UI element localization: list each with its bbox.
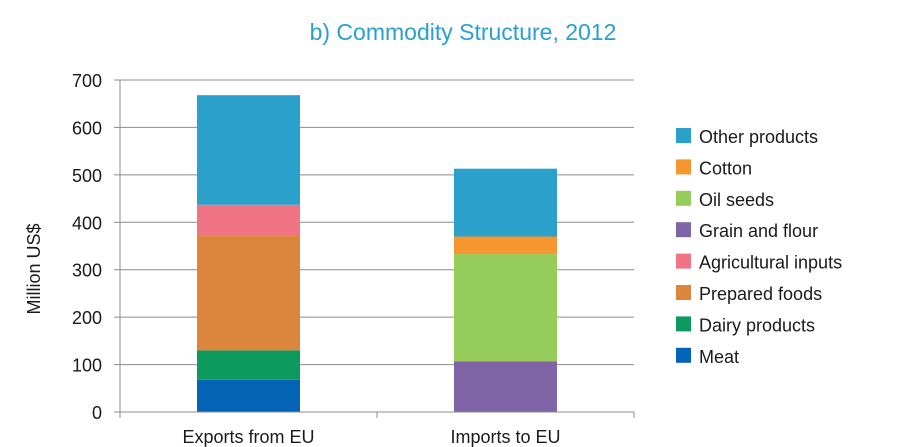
legend: Other products Cotton Oil seeds Grain and f… [676,127,842,367]
legend-label: Dairy products [699,315,815,335]
x-tick-label: Exports from EU [182,427,314,447]
legend-swatch [676,128,691,143]
bars [197,95,557,412]
y-tick-label: 200 [72,308,102,328]
y-tick-label: 300 [72,261,102,281]
chart-title: b) Commodity Structure, 2012 [310,19,617,45]
legend-swatch [676,222,691,238]
legend-swatch [676,159,691,175]
y-tick-label: 0 [92,403,102,423]
y-tick-label: 400 [72,213,102,233]
bar-segment-agricultural-inputs [197,204,300,236]
legend-swatch [676,285,691,300]
x-axis: Exports from EU Imports to EU [119,80,635,447]
bar-segment-dairy-products [197,350,300,380]
bar-segment-other-products [454,168,557,237]
legend-label: Other products [699,127,818,147]
y-tick-label: 500 [72,166,102,186]
y-axis-label: Million US$ [24,223,44,314]
y-axis-ticks: 0 100 200 300 400 500 600 700 [72,71,120,423]
legend-swatch [676,253,691,269]
y-tick-label: 100 [72,356,102,376]
legend-label: Meat [699,347,739,367]
legend-label: Prepared foods [699,284,822,304]
bar-segment-prepared-foods [197,235,300,351]
x-tick-label: Imports to EU [450,427,560,447]
bar-segment-other-products [197,95,300,205]
legend-label: Oil seeds [699,190,774,210]
legend-label: Cotton [699,158,752,178]
legend-label: Grain and flour [699,221,818,241]
y-tick-label: 600 [72,118,102,138]
legend-swatch [676,190,691,206]
legend-swatch [676,316,691,332]
legend-label: Agricultural inputs [699,253,842,273]
bar-segment-meat [197,379,300,412]
bar-segment-grain-and-flour [454,361,557,412]
bar-segment-cotton [454,236,557,255]
y-tick-label: 700 [72,71,102,91]
legend-swatch [676,347,691,363]
bar-segment-oil-seeds [454,254,557,362]
